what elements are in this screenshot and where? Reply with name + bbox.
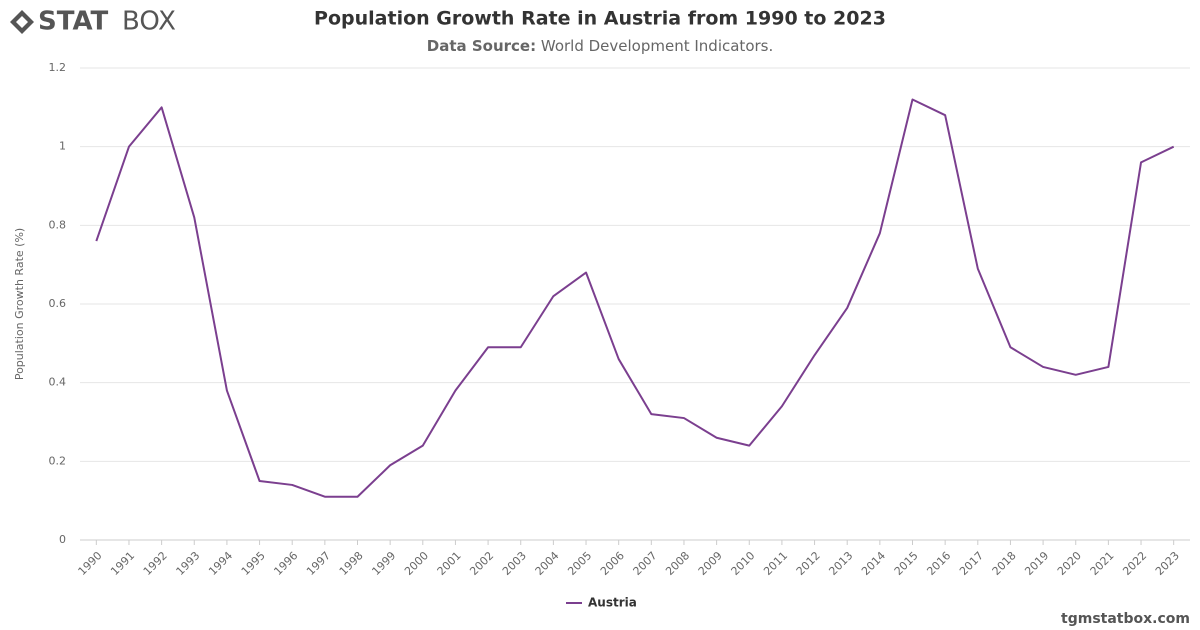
x-tick-label: 2008 [663,549,692,578]
x-tick-label: 2010 [729,549,758,578]
x-tick-label: 2019 [1022,549,1051,578]
x-tick-label: 2007 [631,549,660,578]
x-tick-label: 2005 [565,549,594,578]
y-tick-label: 0.4 [49,376,67,389]
x-tick-label: 2018 [990,549,1019,578]
x-tick-label: 2009 [696,549,725,578]
x-tick-label: 2001 [435,549,464,578]
x-tick-label: 2017 [957,549,986,578]
x-tick-label: 1994 [206,549,235,578]
y-tick-label: 0.8 [49,218,67,231]
logo: STAT BOX [10,7,176,37]
x-tick-label: 2000 [402,549,431,578]
x-tick-label: 2013 [826,549,855,578]
x-tick-label: 2020 [1055,549,1084,578]
x-tick-label: 2006 [598,549,627,578]
x-tick-label: 2011 [761,549,790,578]
website: tgmstatbox.com [1061,611,1190,627]
x-tick-label: 2012 [794,549,823,578]
x-tick-label: 2003 [500,549,529,578]
y-tick-label: 0 [59,533,66,546]
logo-icon [10,10,34,34]
x-tick-label: 2016 [924,549,953,578]
y-axis-label: Population Growth Rate (%) [13,228,26,380]
logo-light: BOX [122,7,176,37]
x-tick-label: 1998 [337,549,366,578]
subtitle-label: Data Source: [427,37,536,55]
chart-title: Population Growth Rate in Austria from 1… [314,8,886,30]
x-tick-label: 2004 [533,549,562,578]
x-tick-label: 1996 [271,549,300,578]
subtitle-text: World Development Indicators. [541,37,773,55]
x-tick-label: 1995 [239,549,268,578]
x-tick-label: 1992 [141,549,170,578]
x-tick-label: 1991 [108,549,137,578]
x-tick-label: 1997 [304,549,333,578]
x-tick-label: 2002 [467,549,496,578]
x-tick-label: 1993 [174,549,203,578]
line [95,98,1175,498]
logo-bold: STAT [38,7,109,37]
y-tick-label: 0.2 [49,454,67,467]
x-tick-label: 1999 [369,549,398,578]
x-tick-label: 2023 [1153,549,1182,578]
x-tick-label: 2022 [1120,549,1149,578]
y-tick-label: 1 [59,140,66,153]
x-tick-label: 1990 [76,549,105,578]
chart-subtitle: Data Source: World Development Indicator… [427,37,774,55]
x-tick-label: 2021 [1088,549,1117,578]
x-tick-label: 2014 [859,549,888,578]
x-tick-label: 2015 [892,549,921,578]
y-tick-label: 0.6 [49,297,67,310]
y-tick-label: 1.2 [49,61,67,74]
legend-label[interactable]: Austria [588,596,637,610]
